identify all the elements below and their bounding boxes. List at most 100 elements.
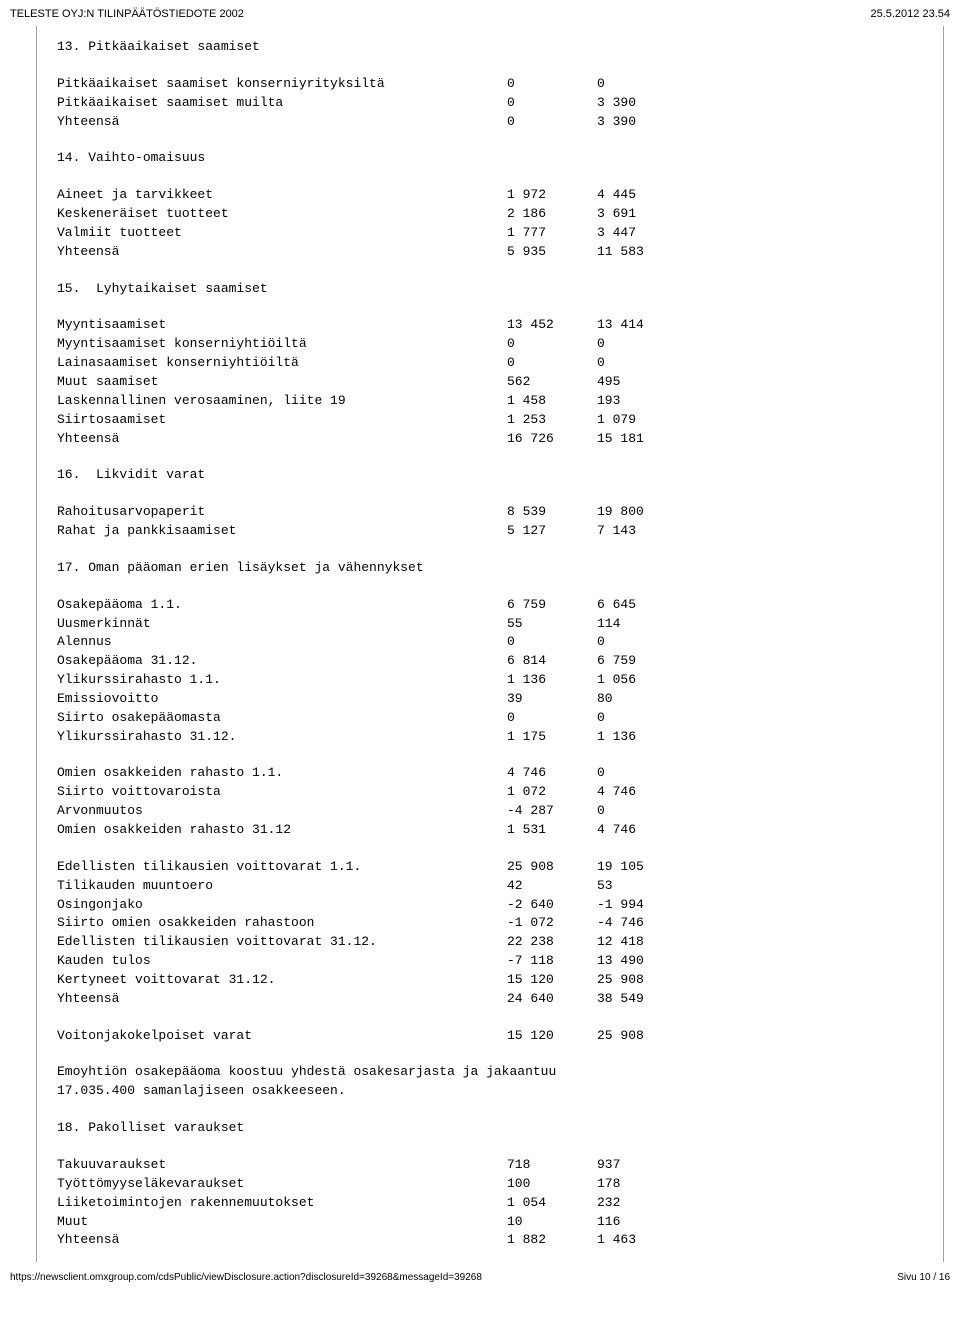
value-col-1: 55 [507, 615, 597, 634]
data-row: Omien osakkeiden rahasto 31.121 5314 746 [57, 821, 943, 840]
blank-line [57, 1009, 943, 1027]
data-row: Työttömyyseläkevaraukset100178 [57, 1175, 943, 1194]
value-col-2: 0 [597, 802, 687, 821]
blank-line [57, 541, 943, 559]
value-col-1: 0 [507, 354, 597, 373]
row-label: Liiketoimintojen rakennemuutokset [57, 1194, 507, 1213]
value-col-1: 1 458 [507, 392, 597, 411]
data-row: Osakepääoma 31.12.6 8146 759 [57, 652, 943, 671]
row-label: Edellisten tilikausien voittovarat 1.1. [57, 858, 507, 877]
value-col-2: 0 [597, 354, 687, 373]
data-row: Pitkäaikaiset saamiset konserniyrityksil… [57, 75, 943, 94]
row-label: Takuuvaraukset [57, 1156, 507, 1175]
blank-line [57, 746, 943, 764]
value-col-2: 1 079 [597, 411, 687, 430]
value-col-2: 25 908 [597, 971, 687, 990]
data-row: Yhteensä16 72615 181 [57, 430, 943, 449]
row-label: Ylikurssirahasto 1.1. [57, 671, 507, 690]
section-heading: 13. Pitkäaikaiset saamiset [57, 38, 943, 57]
value-col-2: 495 [597, 373, 687, 392]
value-col-2: 0 [597, 709, 687, 728]
value-col-2: 11 583 [597, 243, 687, 262]
data-row: Yhteensä03 390 [57, 113, 943, 132]
data-row: Pitkäaikaiset saamiset muilta03 390 [57, 94, 943, 113]
row-label: Valmiit tuotteet [57, 224, 507, 243]
row-label: Edellisten tilikausien voittovarat 31.12… [57, 933, 507, 952]
value-col-2: 53 [597, 877, 687, 896]
row-label: Ylikurssirahasto 31.12. [57, 728, 507, 747]
value-col-2: 3 691 [597, 205, 687, 224]
value-col-1: -1 072 [507, 914, 597, 933]
row-label: Siirtosaamiset [57, 411, 507, 430]
row-label: Myyntisaamiset [57, 316, 507, 335]
row-label: Siirto voittovaroista [57, 783, 507, 802]
value-col-2: 6 645 [597, 596, 687, 615]
row-label: Uusmerkinnät [57, 615, 507, 634]
blank-line [57, 1045, 943, 1063]
value-col-1: 1 072 [507, 783, 597, 802]
row-label: Muut saamiset [57, 373, 507, 392]
value-col-2: 937 [597, 1156, 687, 1175]
blank-line [57, 262, 943, 280]
value-col-1: 1 972 [507, 186, 597, 205]
value-col-1: 8 539 [507, 503, 597, 522]
data-row: Yhteensä1 8821 463 [57, 1231, 943, 1250]
value-col-1: 1 136 [507, 671, 597, 690]
row-label: Yhteensä [57, 113, 507, 132]
value-col-2: 178 [597, 1175, 687, 1194]
value-col-2: 12 418 [597, 933, 687, 952]
value-col-2: 0 [597, 764, 687, 783]
value-col-1: 10 [507, 1213, 597, 1232]
data-row: Osingonjako-2 640-1 994 [57, 896, 943, 915]
row-label: Yhteensä [57, 990, 507, 1009]
data-row: Emissiovoitto3980 [57, 690, 943, 709]
data-row: Siirtosaamiset1 2531 079 [57, 411, 943, 430]
value-col-1: 5 935 [507, 243, 597, 262]
value-col-1: 0 [507, 633, 597, 652]
data-row: Omien osakkeiden rahasto 1.1.4 7460 [57, 764, 943, 783]
blank-line [57, 1101, 943, 1119]
data-row: Muut saamiset562495 [57, 373, 943, 392]
note-line: 17.035.400 samanlajiseen osakkeeseen. [57, 1082, 943, 1101]
row-label: Omien osakkeiden rahasto 1.1. [57, 764, 507, 783]
value-col-2: 4 746 [597, 783, 687, 802]
data-row: Rahoitusarvopaperit8 53919 800 [57, 503, 943, 522]
row-label: Myyntisaamiset konserniyhtiöiltä [57, 335, 507, 354]
value-col-1: 16 726 [507, 430, 597, 449]
row-label: Emissiovoitto [57, 690, 507, 709]
value-col-2: 3 447 [597, 224, 687, 243]
value-col-2: -1 994 [597, 896, 687, 915]
value-col-2: 19 105 [597, 858, 687, 877]
row-label: Yhteensä [57, 1231, 507, 1250]
data-row: Takuuvaraukset718937 [57, 1156, 943, 1175]
value-col-1: 2 186 [507, 205, 597, 224]
section-heading: 17. Oman pääoman erien lisäykset ja vähe… [57, 559, 943, 578]
row-label: Pitkäaikaiset saamiset muilta [57, 94, 507, 113]
value-col-1: 0 [507, 75, 597, 94]
row-label: Osakepääoma 31.12. [57, 652, 507, 671]
value-col-1: 1 531 [507, 821, 597, 840]
data-row: Aineet ja tarvikkeet1 9724 445 [57, 186, 943, 205]
row-label: Kertyneet voittovarat 31.12. [57, 971, 507, 990]
page-footer: https://newsclient.omxgroup.com/cdsPubli… [0, 1268, 960, 1291]
value-col-2: 0 [597, 633, 687, 652]
row-label: Rahat ja pankkisaamiset [57, 522, 507, 541]
value-col-1: -4 287 [507, 802, 597, 821]
value-col-1: 718 [507, 1156, 597, 1175]
data-row: Uusmerkinnät55114 [57, 615, 943, 634]
row-label: Voitonjakokelpoiset varat [57, 1027, 507, 1046]
value-col-2: 1 463 [597, 1231, 687, 1250]
value-col-1: 22 238 [507, 933, 597, 952]
value-col-1: 5 127 [507, 522, 597, 541]
value-col-2: 7 143 [597, 522, 687, 541]
row-label: Pitkäaikaiset saamiset konserniyrityksil… [57, 75, 507, 94]
data-row: Valmiit tuotteet1 7773 447 [57, 224, 943, 243]
footer-page-number: Sivu 10 / 16 [897, 1272, 950, 1283]
value-col-1: 39 [507, 690, 597, 709]
row-label: Osingonjako [57, 896, 507, 915]
row-label: Laskennallinen verosaaminen, liite 19 [57, 392, 507, 411]
value-col-1: 4 746 [507, 764, 597, 783]
blank-line [57, 1138, 943, 1156]
row-label: Tilikauden muuntoero [57, 877, 507, 896]
row-label: Yhteensä [57, 430, 507, 449]
